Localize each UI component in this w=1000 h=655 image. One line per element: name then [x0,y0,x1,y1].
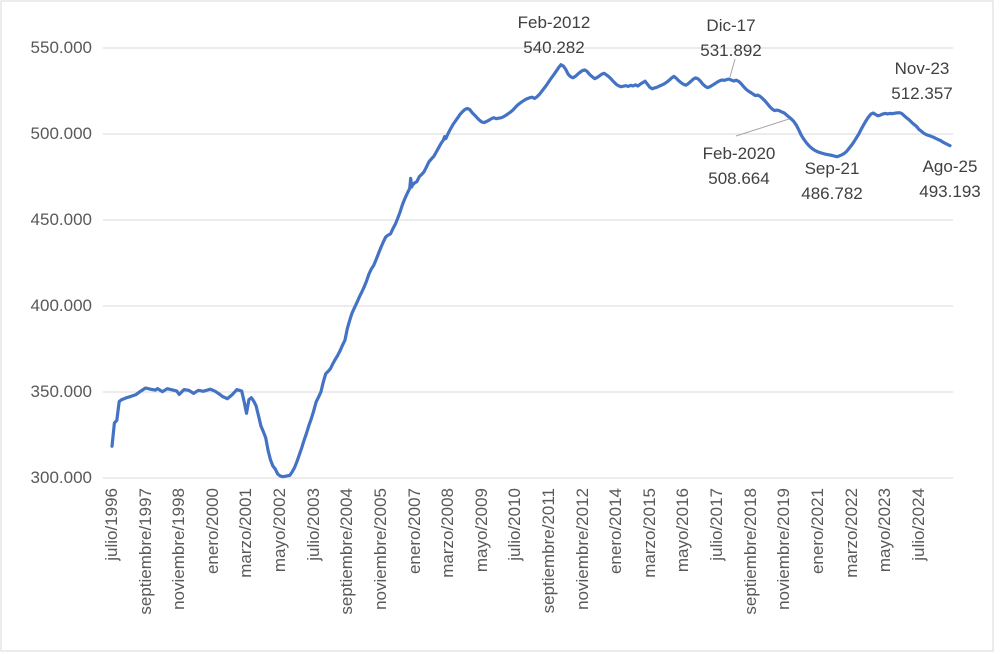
x-axis-label: marzo/2008 [438,488,458,578]
annotation-date: Feb-2012 [517,12,591,32]
annotation-value: 486.782 [801,183,863,203]
x-axis-label: enero/2007 [404,488,424,575]
x-axis-label: noviembre/1998 [169,488,189,610]
x-axis-label: marzo/2001 [236,488,256,578]
y-axis-label: 300.000 [30,468,92,487]
x-axis-label: mayo/2023 [875,488,895,573]
annotation-date: Dic-17 [706,15,756,35]
y-axis-label: 450.000 [30,210,92,229]
annotation-value: 512.357 [891,83,953,103]
x-axis-label: marzo/2015 [639,488,659,578]
x-axis-label: septiembre/2018 [740,488,760,615]
annotation-nov-23: Nov-23 512.357 [891,56,952,106]
x-axis-label: enero/2021 [807,488,827,575]
x-axis-label: noviembre/2005 [370,488,390,610]
annotation-dic-17: Dic-17 531.892 [700,13,761,63]
x-axis-label: julio/2003 [303,488,323,561]
annotation-date: Sep-21 [804,158,860,178]
x-axis-label: mayo/2009 [471,488,491,573]
annotation-date: Feb-2020 [702,143,776,163]
x-axis-label: enero/2000 [202,488,222,575]
annotation-date: Ago-25 [922,156,978,176]
annotation-value: 508.664 [708,168,770,188]
x-axis-label: noviembre/2012 [572,488,592,610]
x-axis-label: julio/2024 [908,488,928,561]
x-axis-label: julio/1996 [102,488,121,561]
y-axis-label: 500.000 [30,124,92,143]
x-axis-label: julio/2017 [707,488,727,561]
x-axis-label: marzo/2022 [841,488,861,578]
annotation-date: Nov-23 [894,58,950,78]
annotation-feb-2020: Feb-2020 508.664 [703,141,776,191]
annotation-value: 493.193 [919,181,981,201]
x-axis-label: enero/2014 [606,488,626,575]
x-axis-label: septiembre/2004 [337,488,357,615]
y-axis-label: 400.000 [30,296,92,315]
x-axis-label: septiembre/1997 [135,488,155,615]
data-series-line [110,63,952,479]
y-axis-label: 550.000 [30,38,92,57]
x-axis-label: septiembre/2011 [539,488,558,614]
annotation-value: 531.892 [700,40,762,60]
annotation-ago-25: Ago-25 493.193 [919,154,980,204]
annotation-leader-line [729,58,736,78]
x-axis-label: mayo/2002 [270,488,290,573]
annotation-feb-2012: Feb-2012 540.282 [518,10,591,60]
annotation-value: 540.282 [523,37,585,57]
x-axis-label: noviembre/2019 [774,488,794,610]
y-axis-label: 350.000 [30,382,92,401]
x-axis-label: mayo/2016 [673,488,693,573]
annotation-sep-21: Sep-21 486.782 [801,156,862,206]
annotation-leader-line [735,118,790,137]
x-axis-label: julio/2010 [505,488,525,561]
